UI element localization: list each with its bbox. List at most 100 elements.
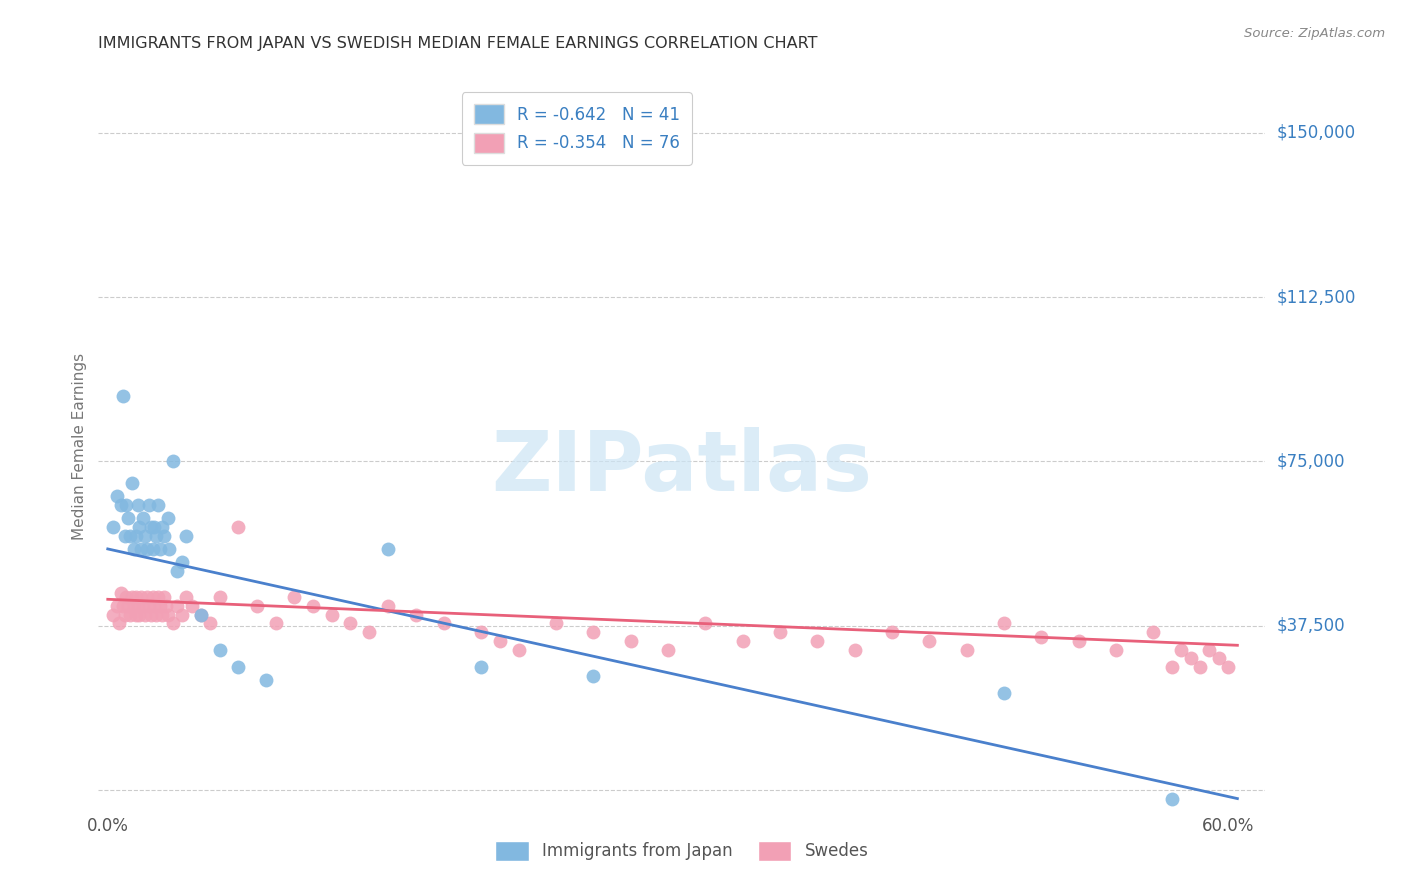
- Point: [132, 599, 155, 613]
- Point: [190, 607, 212, 622]
- Point: [731, 634, 754, 648]
- Point: [806, 634, 828, 648]
- Point: [110, 585, 132, 599]
- Point: [125, 529, 148, 543]
- Text: $112,500: $112,500: [1277, 288, 1357, 306]
- Point: [172, 607, 194, 622]
- Point: [128, 607, 150, 622]
- Point: [1198, 642, 1220, 657]
- Point: [162, 616, 184, 631]
- Point: [157, 541, 180, 556]
- Point: [1142, 625, 1164, 640]
- Point: [544, 616, 567, 631]
- Point: [121, 476, 143, 491]
- Point: [152, 529, 174, 543]
- Point: [122, 599, 145, 613]
- Point: [166, 564, 188, 578]
- Point: [120, 607, 142, 622]
- Point: [108, 616, 131, 631]
- Point: [127, 599, 149, 613]
- Point: [228, 660, 250, 674]
- Point: [111, 389, 134, 403]
- Point: [993, 616, 1015, 631]
- Point: [146, 498, 169, 512]
- Point: [152, 590, 174, 604]
- Text: $37,500: $37,500: [1277, 616, 1346, 634]
- Point: [228, 520, 250, 534]
- Point: [359, 625, 381, 640]
- Point: [103, 607, 125, 622]
- Point: [172, 555, 194, 569]
- Point: [377, 599, 399, 613]
- Text: Source: ZipAtlas.com: Source: ZipAtlas.com: [1244, 27, 1385, 40]
- Point: [283, 590, 305, 604]
- Point: [142, 590, 165, 604]
- Point: [139, 607, 162, 622]
- Point: [174, 590, 197, 604]
- Point: [145, 607, 167, 622]
- Point: [582, 669, 605, 683]
- Point: [136, 541, 159, 556]
- Point: [208, 590, 231, 604]
- Point: [377, 541, 399, 556]
- Point: [582, 625, 605, 640]
- Point: [1067, 634, 1090, 648]
- Point: [105, 599, 128, 613]
- Point: [339, 616, 361, 631]
- Point: [131, 590, 153, 604]
- Point: [174, 529, 197, 543]
- Text: IMMIGRANTS FROM JAPAN VS SWEDISH MEDIAN FEMALE EARNINGS CORRELATION CHART: IMMIGRANTS FROM JAPAN VS SWEDISH MEDIAN …: [98, 36, 818, 51]
- Point: [508, 642, 530, 657]
- Point: [405, 607, 427, 622]
- Point: [115, 498, 138, 512]
- Point: [321, 607, 343, 622]
- Point: [200, 616, 222, 631]
- Point: [138, 498, 160, 512]
- Point: [256, 673, 278, 688]
- Point: [470, 660, 492, 674]
- Point: [156, 511, 179, 525]
- Point: [264, 616, 287, 631]
- Point: [122, 541, 145, 556]
- Point: [121, 590, 143, 604]
- Point: [880, 625, 903, 640]
- Point: [470, 625, 492, 640]
- Point: [246, 599, 269, 613]
- Point: [1161, 791, 1184, 805]
- Point: [131, 541, 153, 556]
- Point: [145, 529, 167, 543]
- Point: [117, 511, 139, 525]
- Point: [138, 599, 160, 613]
- Point: [127, 498, 149, 512]
- Point: [1031, 630, 1053, 644]
- Point: [155, 599, 177, 613]
- Point: [433, 616, 456, 631]
- Point: [769, 625, 792, 640]
- Point: [105, 489, 128, 503]
- Point: [844, 642, 866, 657]
- Point: [149, 599, 172, 613]
- Point: [918, 634, 941, 648]
- Point: [114, 607, 136, 622]
- Point: [143, 520, 166, 534]
- Point: [162, 454, 184, 468]
- Point: [302, 599, 325, 613]
- Text: $75,000: $75,000: [1277, 452, 1346, 470]
- Point: [150, 607, 173, 622]
- Point: [695, 616, 717, 631]
- Point: [166, 599, 188, 613]
- Point: [110, 498, 132, 512]
- Point: [1180, 651, 1202, 665]
- Point: [956, 642, 979, 657]
- Point: [993, 686, 1015, 700]
- Point: [1105, 642, 1128, 657]
- Point: [103, 520, 125, 534]
- Point: [156, 607, 179, 622]
- Point: [115, 590, 138, 604]
- Point: [117, 599, 139, 613]
- Point: [143, 599, 166, 613]
- Point: [142, 541, 165, 556]
- Text: $150,000: $150,000: [1277, 124, 1357, 142]
- Point: [1189, 660, 1212, 674]
- Point: [1170, 642, 1192, 657]
